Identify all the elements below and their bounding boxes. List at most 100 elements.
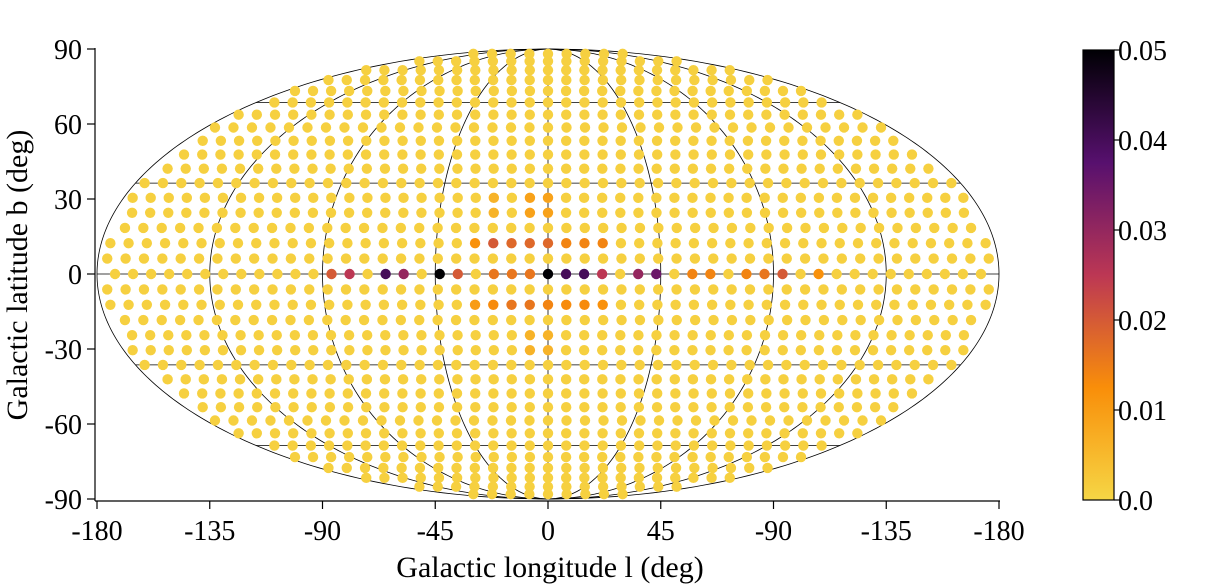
data-point [870,388,881,399]
data-point [233,135,245,146]
data-point [687,268,698,280]
data-point [271,192,283,204]
data-point [144,207,156,218]
data-point [670,440,681,451]
data-point [940,192,951,204]
data-point [764,415,776,426]
data-point [416,330,427,341]
data-point [138,284,150,295]
data-point [416,207,427,218]
data-point [343,451,355,463]
data-point [560,402,572,413]
data-point [324,109,335,120]
data-point [287,299,298,310]
data-point [267,284,278,295]
data-point [252,163,264,174]
data-point [433,388,445,399]
data-point [633,428,645,439]
data-point [416,268,427,280]
data-point [798,440,809,451]
data-point [814,207,825,218]
data-point [616,177,627,189]
data-point [505,122,517,133]
data-point [542,149,554,160]
data-point [231,359,242,371]
data-point [163,344,174,356]
data-point [433,428,445,439]
data-point [287,238,298,249]
data-point [596,192,608,204]
data-point [633,135,645,146]
data-point [506,192,518,204]
data-point [763,253,774,264]
data-point [869,402,881,413]
data-point [145,344,156,356]
data-point [688,402,699,413]
data-point [651,428,663,439]
data-point [379,64,390,76]
data-point [380,451,391,463]
data-point [886,163,898,174]
data-point [616,415,628,426]
data-point [671,253,682,264]
data-point [579,388,590,399]
data-point [616,222,627,234]
data-point [820,122,831,133]
data-point [763,314,774,326]
data-point [669,451,680,463]
data-point [965,253,976,264]
data-point [958,207,970,218]
data-point [797,135,808,146]
data-point [708,253,719,264]
data-point [579,109,590,120]
data-point [271,207,282,218]
data-point [304,284,315,295]
data-point [506,253,517,264]
data-point [156,222,167,234]
data-point [126,207,138,218]
data-point [394,122,406,133]
data-point [344,192,355,204]
data-point [181,330,192,341]
data-point [560,268,572,280]
data-point [814,163,825,174]
data-point [923,374,934,385]
data-point [651,149,663,160]
data-point [671,359,682,371]
data-point [579,253,590,264]
data-point [269,238,280,249]
data-point [709,122,720,133]
data-point [873,284,884,295]
data-point [414,177,425,189]
data-point [596,344,608,356]
data-point [432,177,444,189]
data-point [597,472,608,484]
data-point [922,192,933,204]
data-point [633,207,644,218]
data-point [542,207,554,218]
data-point [542,48,554,60]
data-point [633,402,645,413]
data-point [377,359,389,371]
data-point [635,122,646,133]
data-point [597,440,608,451]
data-point [505,48,516,60]
data-point [360,238,371,249]
data-point [795,344,807,356]
data-point [487,481,499,492]
data-point [431,415,443,426]
data-point [708,314,719,326]
data-point [524,177,535,189]
data-point [904,330,915,341]
data-point [303,314,315,326]
data-point [286,359,297,371]
data-point [415,109,426,120]
data-point [266,314,278,326]
data-point [724,135,735,146]
data-point [615,64,626,76]
data-point [505,488,516,500]
data-point [416,163,427,174]
data-point [946,284,958,295]
data-point [925,299,937,310]
data-point [340,253,352,264]
